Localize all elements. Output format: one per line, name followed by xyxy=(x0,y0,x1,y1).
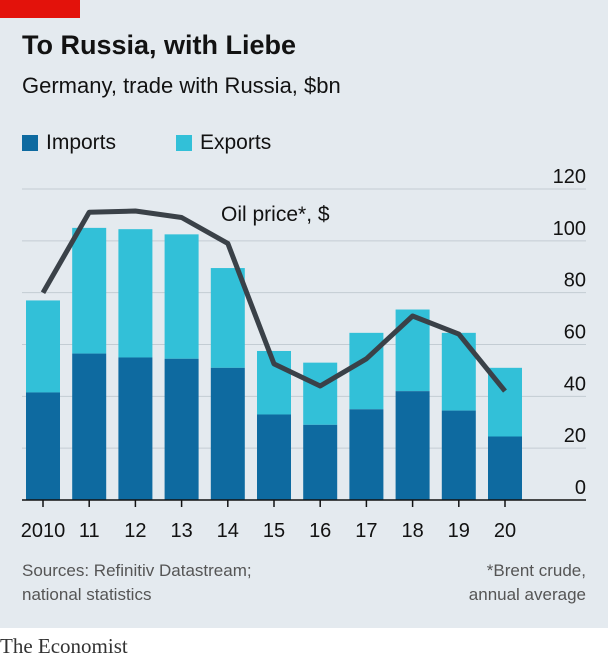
bar-exports-14 xyxy=(210,268,245,368)
bar-imports-15 xyxy=(257,414,291,500)
x-tick-label-19: 19 xyxy=(448,520,470,542)
footnote-line-2: annual average xyxy=(468,585,586,604)
x-tick-label-13: 13 xyxy=(170,520,192,542)
bar-imports-11 xyxy=(72,353,107,500)
y-tick-label-60: 60 xyxy=(564,322,586,344)
bar-exports-12 xyxy=(118,229,153,358)
bar-exports-2010 xyxy=(26,300,60,393)
bar-exports-19 xyxy=(441,332,476,411)
x-tick-label-20: 20 xyxy=(494,520,516,542)
bar-exports-13 xyxy=(164,234,199,359)
chart-plot: 0 20 40 60 80 100 120 2010 11 12 13 14 15 16 17 18 19 20 O… xyxy=(21,166,586,542)
chart-subtitle: Germany, trade with Russia, $bn xyxy=(22,73,341,98)
bar-imports-17 xyxy=(349,409,384,500)
sources-note: Sources: Refinitiv Datastream; national … xyxy=(22,559,252,607)
legend-imports-label: Imports xyxy=(46,131,117,154)
brand-wordmark: The Economist xyxy=(0,634,128,658)
bar-imports-13 xyxy=(164,358,199,500)
sources-line-1: Sources: Refinitiv Datastream; xyxy=(22,561,252,580)
x-tick-label-14: 14 xyxy=(217,520,239,542)
legend-imports: Imports xyxy=(22,130,116,156)
x-tick-label-11: 11 xyxy=(79,520,100,542)
y-tick-label-20: 20 xyxy=(564,425,586,447)
y-tick-label-100: 100 xyxy=(553,218,586,240)
bar-imports-18 xyxy=(395,391,430,500)
bar-imports-19 xyxy=(441,410,476,500)
x-tick-label-2010: 2010 xyxy=(21,520,66,542)
footnote: *Brent crude, annual average xyxy=(469,559,586,607)
legend-exports-label: Exports xyxy=(200,131,272,154)
legend-imports-swatch xyxy=(22,135,38,151)
chart-title: To Russia, with Liebe xyxy=(22,30,297,60)
bar-imports-20 xyxy=(488,436,522,500)
y-tick-label-80: 80 xyxy=(564,270,586,292)
oil-price-label: Oil price*, $ xyxy=(221,203,330,226)
footnote-line-1: *Brent crude, xyxy=(486,561,586,580)
brand-red-tag xyxy=(0,0,80,18)
x-tick-label-16: 16 xyxy=(309,520,331,542)
bar-exports-17 xyxy=(349,332,384,410)
bar-imports-14 xyxy=(210,367,245,500)
bar-exports-11 xyxy=(72,227,107,354)
bar-exports-16 xyxy=(303,362,338,425)
x-tick-label-15: 15 xyxy=(263,520,285,542)
y-tick-label-40: 40 xyxy=(564,373,586,395)
legend-exports-swatch xyxy=(176,135,192,151)
bar-imports-2010 xyxy=(26,392,60,500)
legend-exports: Exports xyxy=(176,130,271,156)
bar-imports-16 xyxy=(303,424,338,500)
x-tick-label-12: 12 xyxy=(124,520,146,542)
bar-imports-12 xyxy=(118,357,153,500)
x-tick-label-18: 18 xyxy=(401,520,423,542)
y-tick-label-120: 120 xyxy=(553,166,586,188)
y-tick-label-0: 0 xyxy=(575,477,586,499)
oil-price-line xyxy=(40,208,507,393)
x-tick-label-17: 17 xyxy=(355,520,377,542)
sources-line-2: national statistics xyxy=(22,585,152,604)
